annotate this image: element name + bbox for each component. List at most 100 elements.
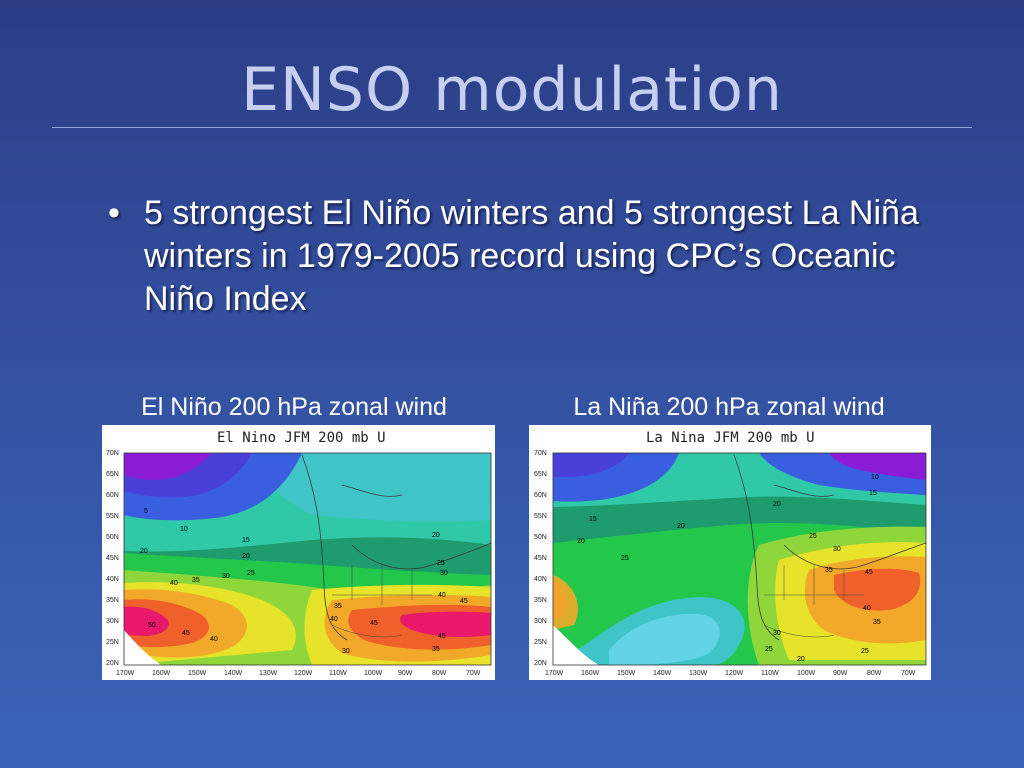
svg-text:45: 45 bbox=[438, 633, 446, 640]
svg-text:30: 30 bbox=[440, 570, 448, 577]
svg-text:40: 40 bbox=[330, 616, 338, 623]
svg-text:40: 40 bbox=[438, 592, 446, 599]
el-nino-caption: El Niño 200 hPa zonal wind bbox=[141, 393, 447, 421]
svg-text:35: 35 bbox=[192, 577, 200, 584]
svg-text:30: 30 bbox=[773, 630, 781, 637]
svg-text:25N: 25N bbox=[534, 639, 547, 646]
svg-text:30: 30 bbox=[833, 546, 841, 553]
svg-text:15: 15 bbox=[589, 516, 597, 523]
la-nina-contours bbox=[553, 453, 926, 665]
svg-text:90W: 90W bbox=[398, 670, 413, 677]
svg-text:50: 50 bbox=[148, 622, 156, 629]
svg-text:70W: 70W bbox=[901, 670, 916, 677]
svg-text:20: 20 bbox=[432, 532, 440, 539]
el-nino-contour-labels: 5 10 15 20 20 25 30 35 40 40 45 45 45 50… bbox=[140, 508, 468, 655]
svg-text:35: 35 bbox=[825, 567, 833, 574]
svg-text:70N: 70N bbox=[106, 450, 119, 457]
svg-text:25: 25 bbox=[437, 560, 445, 567]
svg-text:150W: 150W bbox=[188, 670, 207, 677]
svg-text:110W: 110W bbox=[761, 670, 779, 677]
svg-text:50N: 50N bbox=[106, 534, 119, 541]
svg-text:70W: 70W bbox=[466, 670, 481, 677]
svg-text:40: 40 bbox=[170, 580, 178, 587]
svg-text:90W: 90W bbox=[833, 670, 848, 677]
svg-text:80W: 80W bbox=[867, 670, 882, 677]
svg-text:130W: 130W bbox=[689, 670, 708, 677]
svg-text:50N: 50N bbox=[534, 534, 547, 541]
svg-text:25: 25 bbox=[621, 555, 629, 562]
svg-text:70N: 70N bbox=[534, 450, 547, 457]
svg-text:45: 45 bbox=[460, 598, 468, 605]
la-nina-map-panel: La Nina JFM 200 mb U 70N 65N 60N bbox=[529, 425, 931, 680]
svg-text:20: 20 bbox=[677, 523, 685, 530]
el-nino-contours bbox=[124, 453, 491, 665]
svg-text:80W: 80W bbox=[432, 670, 447, 677]
svg-text:15: 15 bbox=[242, 537, 250, 544]
svg-text:170W: 170W bbox=[545, 670, 564, 677]
svg-text:55N: 55N bbox=[106, 513, 119, 520]
svg-text:140W: 140W bbox=[224, 670, 243, 677]
la-nina-lat-axis: 70N 65N 60N 55N 50N 45N 40N 35N 30N 25N … bbox=[534, 450, 547, 667]
svg-text:25N: 25N bbox=[106, 639, 119, 646]
svg-text:160W: 160W bbox=[581, 670, 600, 677]
svg-text:120W: 120W bbox=[294, 670, 313, 677]
title-divider bbox=[52, 127, 972, 128]
svg-text:35N: 35N bbox=[106, 597, 119, 604]
el-nino-lon-axis: 170W 160W 150W 140W 130W 120W 110W 100W … bbox=[116, 670, 481, 677]
svg-text:35N: 35N bbox=[534, 597, 547, 604]
svg-text:40: 40 bbox=[863, 605, 871, 612]
el-nino-map: El Nino JFM 200 mb U 70N 65N bbox=[106, 430, 492, 677]
el-nino-map-panel: El Nino JFM 200 mb U 70N 65N bbox=[102, 425, 495, 680]
svg-text:40N: 40N bbox=[106, 576, 119, 583]
svg-text:20: 20 bbox=[797, 656, 805, 663]
svg-text:25: 25 bbox=[247, 570, 255, 577]
svg-text:35: 35 bbox=[432, 646, 440, 653]
svg-text:150W: 150W bbox=[617, 670, 636, 677]
svg-text:20: 20 bbox=[242, 553, 250, 560]
svg-text:65N: 65N bbox=[534, 471, 547, 478]
la-nina-contour-labels: 15 20 25 20 10 15 20 25 30 35 40 45 35 3… bbox=[577, 474, 881, 663]
svg-text:10: 10 bbox=[180, 526, 188, 533]
svg-text:160W: 160W bbox=[152, 670, 171, 677]
svg-text:20: 20 bbox=[577, 538, 585, 545]
svg-text:30N: 30N bbox=[106, 618, 119, 625]
svg-text:25: 25 bbox=[765, 646, 773, 653]
la-nina-map: La Nina JFM 200 mb U 70N 65N 60N bbox=[534, 430, 927, 677]
svg-text:20: 20 bbox=[140, 548, 148, 555]
la-nina-lon-axis: 170W 160W 150W 140W 130W 120W 110W 100W … bbox=[545, 670, 916, 677]
la-nina-caption: La Niña 200 hPa zonal wind bbox=[573, 393, 885, 421]
el-nino-lat-axis: 70N 65N 60N 55N 50N 45N 40N 35N 30N 25N … bbox=[106, 450, 119, 667]
svg-text:130W: 130W bbox=[259, 670, 278, 677]
slide-title: ENSO modulation bbox=[241, 55, 783, 125]
la-nina-map-title: La Nina JFM 200 mb U bbox=[646, 430, 815, 446]
svg-text:65N: 65N bbox=[106, 471, 119, 478]
svg-text:25: 25 bbox=[861, 648, 869, 655]
svg-text:45: 45 bbox=[865, 569, 873, 576]
svg-text:55N: 55N bbox=[534, 513, 547, 520]
svg-text:20: 20 bbox=[773, 501, 781, 508]
svg-text:140W: 140W bbox=[653, 670, 672, 677]
svg-text:100W: 100W bbox=[364, 670, 383, 677]
el-nino-map-title: El Nino JFM 200 mb U bbox=[217, 430, 386, 446]
svg-text:170W: 170W bbox=[116, 670, 135, 677]
svg-text:100W: 100W bbox=[797, 670, 816, 677]
svg-text:40N: 40N bbox=[534, 576, 547, 583]
svg-text:60N: 60N bbox=[534, 492, 547, 499]
bullet-marker: • bbox=[108, 194, 120, 232]
svg-text:45N: 45N bbox=[534, 555, 547, 562]
svg-text:35: 35 bbox=[334, 603, 342, 610]
svg-text:5: 5 bbox=[144, 508, 148, 515]
svg-text:15: 15 bbox=[869, 490, 877, 497]
bullet-text: 5 strongest El Niño winters and 5 strong… bbox=[144, 194, 919, 318]
svg-text:20N: 20N bbox=[106, 660, 119, 667]
svg-text:120W: 120W bbox=[725, 670, 744, 677]
svg-text:45: 45 bbox=[370, 620, 378, 627]
svg-text:110W: 110W bbox=[329, 670, 347, 677]
svg-text:45N: 45N bbox=[106, 555, 119, 562]
svg-text:45: 45 bbox=[182, 630, 190, 637]
svg-text:30N: 30N bbox=[534, 618, 547, 625]
svg-text:40: 40 bbox=[210, 636, 218, 643]
svg-text:35: 35 bbox=[873, 619, 881, 626]
svg-text:10: 10 bbox=[871, 474, 879, 481]
svg-text:60N: 60N bbox=[106, 492, 119, 499]
